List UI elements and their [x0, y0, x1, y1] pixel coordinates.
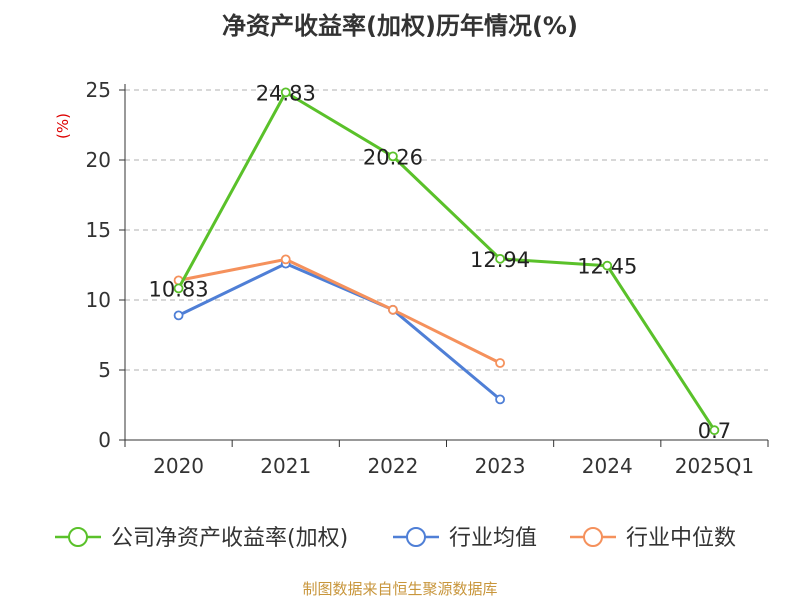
legend-marker — [583, 527, 603, 547]
data-label: 24.83 — [256, 81, 316, 105]
data-point — [495, 358, 505, 368]
series-line-1 — [177, 262, 502, 401]
y-tick-label: 0 — [98, 428, 111, 452]
data-point — [495, 394, 505, 405]
x-tick-label: 2021 — [260, 454, 311, 478]
y-tick-label: 25 — [86, 78, 111, 102]
y-tick-label: 5 — [98, 358, 111, 382]
data-point — [495, 253, 505, 264]
y-axis-label: (%) — [54, 113, 72, 139]
data-point — [388, 151, 398, 162]
y-tick-label: 10 — [86, 288, 111, 312]
legend-label: 公司净资产收益率(加权) — [111, 526, 348, 551]
x-tick-label: 2023 — [475, 454, 526, 478]
axes: 0 5 10 15 20 25 2020 2021 2022 2023 2024 2025Q1 — [86, 78, 769, 478]
data-label: 0.7 — [698, 419, 731, 443]
data-point — [173, 283, 184, 294]
series-line-0 — [177, 90, 716, 432]
chart-title: 净资产收益率(加权)历年情况(%) — [222, 12, 578, 40]
data-point — [602, 260, 613, 271]
legend: 公司净资产收益率(加权) 行业均值 行业中位数 — [55, 526, 736, 551]
data-label: 12.45 — [577, 255, 637, 279]
legend-label: 行业均值 — [449, 526, 537, 551]
x-tick-label: 2020 — [153, 454, 204, 478]
y-tick-label: 15 — [86, 218, 111, 242]
data-point — [388, 304, 398, 315]
series-line-2 — [178, 257, 501, 365]
data-point — [280, 254, 291, 265]
legend-label: 行业中位数 — [626, 526, 736, 551]
x-tick-label: 2022 — [367, 454, 418, 478]
grid-lines — [125, 89, 768, 371]
legend-marker — [68, 527, 88, 547]
x-tick-label: 2024 — [582, 454, 633, 478]
x-tick-label: 2025Q1 — [675, 454, 754, 478]
source-note: 制图数据来自恒生聚源数据库 — [302, 580, 498, 598]
data-label: 12.94 — [470, 248, 530, 272]
data-label: 20.26 — [363, 145, 423, 169]
series-layer — [173, 87, 720, 436]
y-tick-label: 20 — [86, 148, 111, 172]
data-point — [280, 87, 291, 98]
data-point — [709, 425, 720, 436]
legend-marker — [406, 527, 426, 547]
data-point — [173, 310, 184, 321]
data-label: 10.83 — [149, 277, 209, 301]
data-labels: 10.83 24.83 20.26 12.94 12.45 0.7 — [149, 81, 732, 443]
